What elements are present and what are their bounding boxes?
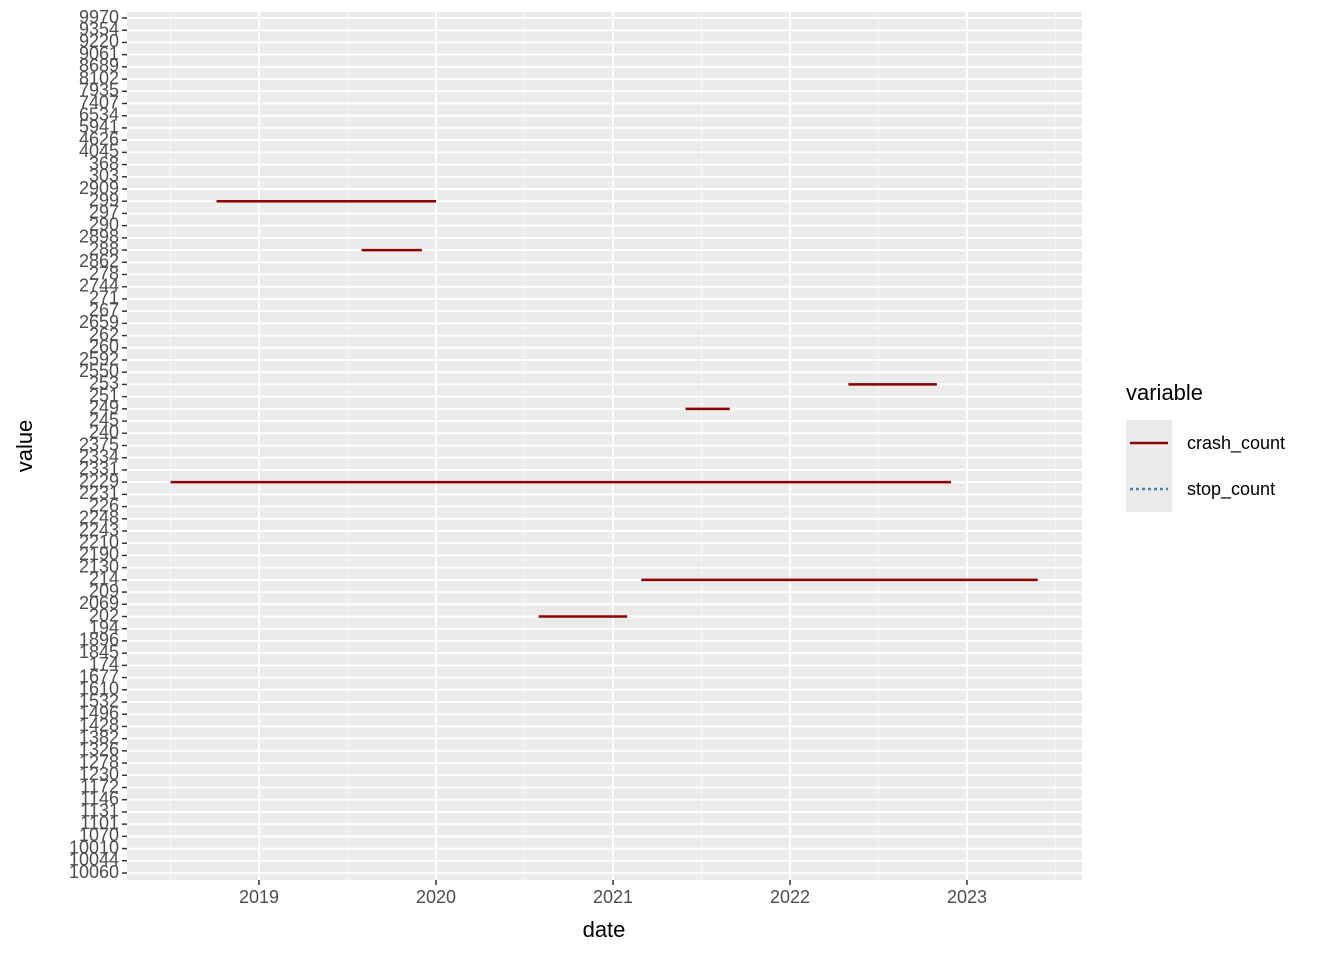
x-tick-label: 2019 bbox=[239, 887, 279, 907]
y-tick-label: 8102 bbox=[79, 68, 119, 88]
y-tick-label: 1131 bbox=[80, 801, 119, 821]
series-line bbox=[170, 199, 1038, 618]
y-tick-label: 2190 bbox=[79, 544, 119, 564]
y-tick-label: 202 bbox=[89, 605, 119, 625]
y-tick-label: 251 bbox=[89, 385, 119, 405]
y-tick-label: 1070 bbox=[79, 825, 119, 845]
y-tick-label: 194 bbox=[89, 617, 119, 637]
y-tick-label: 10010 bbox=[69, 837, 119, 857]
y-tick-label: 1230 bbox=[79, 764, 119, 784]
y-tick-label: 1610 bbox=[79, 679, 119, 699]
y-tick-label: 226 bbox=[89, 495, 119, 515]
y-tick-label: 9354 bbox=[79, 19, 119, 39]
y-tick-label: 2550 bbox=[79, 361, 119, 381]
legend-label: stop_count bbox=[1187, 479, 1275, 500]
y-tick-label: 2248 bbox=[79, 508, 119, 528]
y-tick-label: 1677 bbox=[79, 666, 119, 686]
y-tick-label: 9970 bbox=[79, 7, 119, 27]
y-tick-label: 249 bbox=[89, 398, 119, 418]
y-tick-label: 7407 bbox=[79, 92, 119, 112]
y-tick-label: 2334 bbox=[79, 446, 119, 466]
x-tick-label: 2022 bbox=[770, 887, 810, 907]
legend-title: variable bbox=[1126, 380, 1203, 405]
y-tick-label: 174 bbox=[89, 654, 119, 674]
y-tick-label: 2375 bbox=[79, 434, 119, 454]
y-tick-label: 2909 bbox=[79, 178, 119, 198]
y-tick-label: 297 bbox=[89, 202, 119, 222]
y-tick-label: 2898 bbox=[79, 227, 119, 247]
legend-label: crash_count bbox=[1187, 433, 1285, 454]
y-tick-label: 2659 bbox=[79, 312, 119, 332]
y-tick-label: 2592 bbox=[79, 349, 119, 369]
y-tick-label: 253 bbox=[89, 373, 119, 393]
y-tick-label: 1845 bbox=[79, 642, 119, 662]
y-tick-label: 2231 bbox=[79, 483, 119, 503]
y-tick-label: 278 bbox=[89, 263, 119, 283]
y-tick-label: 2744 bbox=[79, 275, 119, 295]
y-tick-label: 1172 bbox=[80, 776, 119, 796]
y-tick-label: 209 bbox=[89, 581, 119, 601]
y-tick-label: 9220 bbox=[79, 31, 119, 51]
y-tick-label: 2210 bbox=[79, 532, 119, 552]
y-tick-label: 1428 bbox=[79, 715, 119, 735]
y-tick-label: 10044 bbox=[69, 850, 119, 870]
y-tick-label: 1146 bbox=[80, 788, 119, 808]
y-tick-label: 368 bbox=[89, 153, 119, 173]
y-tick-label: 260 bbox=[89, 337, 119, 357]
y-tick-label: 267 bbox=[89, 300, 119, 320]
y-tick-label: 1278 bbox=[79, 752, 119, 772]
y-tick-label: 1896 bbox=[79, 630, 119, 650]
y-tick-label: 2862 bbox=[79, 251, 119, 271]
x-tick-label: 2023 bbox=[947, 887, 987, 907]
y-tick-label: 1326 bbox=[79, 740, 119, 760]
x-tick-label: 2020 bbox=[416, 887, 456, 907]
y-tick-label: 2130 bbox=[79, 556, 119, 576]
y-tick-label: 9061 bbox=[79, 43, 119, 63]
y-tick-label: 288 bbox=[89, 239, 119, 259]
y-tick-label: 303 bbox=[89, 166, 119, 186]
y-tick-label: 8689 bbox=[79, 56, 119, 76]
y-tick-label: 1496 bbox=[79, 703, 119, 723]
y-tick-label: 7935 bbox=[79, 80, 119, 100]
y-tick-label: 271 bbox=[89, 288, 119, 308]
y-tick-label: 214 bbox=[89, 569, 119, 589]
y-tick-label: 2243 bbox=[79, 520, 119, 540]
y-tick-label: 1101 bbox=[80, 813, 119, 833]
y-tick-label: 245 bbox=[89, 410, 119, 430]
y-tick-label: 262 bbox=[89, 324, 119, 344]
x-axis-label: date bbox=[583, 917, 626, 942]
y-tick-label: 5941 bbox=[79, 117, 119, 137]
y-tick-label: 2331 bbox=[79, 459, 119, 479]
y-tick-label: 290 bbox=[89, 214, 119, 234]
y-tick-label: 299 bbox=[89, 190, 119, 210]
y-tick-label: 2069 bbox=[79, 593, 119, 613]
y-tick-label: 4626 bbox=[79, 129, 119, 149]
y-tick-label: 2229 bbox=[79, 471, 119, 491]
y-tick-label: 240 bbox=[89, 422, 119, 442]
y-tick-label: 10060 bbox=[69, 862, 119, 882]
y-tick-label: 6534 bbox=[79, 104, 119, 124]
y-tick-label: 1382 bbox=[79, 727, 119, 747]
y-axis-label: value bbox=[12, 420, 37, 473]
x-tick-label: 2021 bbox=[593, 887, 633, 907]
y-tick-label: 1532 bbox=[79, 691, 119, 711]
y-tick-label: 4045 bbox=[79, 141, 119, 161]
